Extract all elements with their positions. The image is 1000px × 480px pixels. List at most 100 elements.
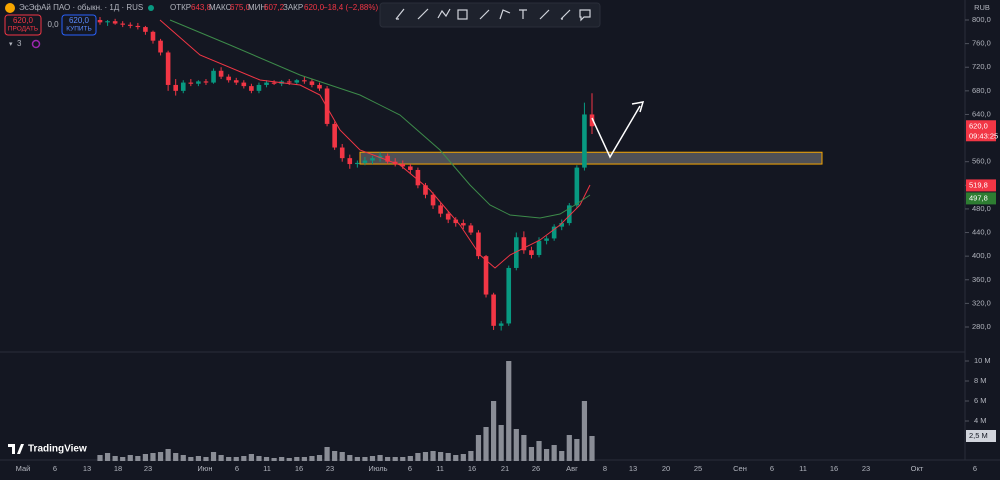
x-tick-label: 23 <box>862 464 870 473</box>
tool-brush[interactable] <box>479 9 490 20</box>
buy-label[interactable]: КУПИТЬ <box>66 26 92 33</box>
volume-bar <box>271 458 277 461</box>
candle-body <box>271 82 277 84</box>
volume-bar <box>589 436 595 461</box>
volume-bar <box>256 456 262 461</box>
volume-tick-label: 6 M <box>974 396 987 405</box>
tool-fib[interactable] <box>499 9 511 20</box>
x-tick-label: 13 <box>629 464 637 473</box>
low-label: МИН <box>248 3 266 12</box>
tool-path[interactable] <box>437 8 451 19</box>
volume-bar <box>445 453 451 461</box>
candle-body <box>339 147 345 159</box>
x-tick-label: 16 <box>830 464 838 473</box>
candle-body <box>491 294 496 326</box>
volume-bar <box>528 447 535 461</box>
volume-bar <box>362 457 368 461</box>
volume-bar <box>165 449 171 461</box>
ohlc: ОТКР 643,8 МАКС 675,0 МИН 607,2 ЗАКР 620… <box>170 3 378 12</box>
indicators-count[interactable]: 3 <box>17 39 22 48</box>
buy-price[interactable]: 620,0 <box>69 16 90 25</box>
y-tick-label: 560,0 <box>972 157 991 166</box>
candle-body <box>370 158 375 161</box>
candle-body <box>566 205 572 224</box>
volume-bar <box>491 401 497 461</box>
volume-bar <box>233 457 239 461</box>
candle-body <box>97 20 103 23</box>
volume-label: 2,5 M <box>969 431 988 440</box>
y-tick-label: 640,0 <box>972 109 991 118</box>
x-tick-label: 6 <box>770 464 774 473</box>
candle-body <box>256 84 262 91</box>
tool-comment[interactable] <box>579 9 591 22</box>
candle-body <box>438 205 443 214</box>
candle-body <box>233 80 239 83</box>
currency: RUB <box>974 3 990 12</box>
volume-bar <box>559 451 565 461</box>
x-tick-label: 23 <box>326 464 334 473</box>
candle-body <box>180 82 186 91</box>
close-label: ЗАКР <box>283 3 303 12</box>
candle-body <box>574 167 580 206</box>
volume-bar <box>173 453 179 461</box>
candle-body <box>400 164 406 167</box>
ema-fast-line <box>159 19 591 269</box>
volume-bar <box>347 455 353 461</box>
y-tick-label: 360,0 <box>972 275 991 284</box>
x-tick-label: 21 <box>501 464 509 473</box>
candle-body <box>408 166 413 170</box>
volume-bar <box>543 449 550 461</box>
price-label-box <box>966 120 996 142</box>
high: 675,0 <box>230 3 251 12</box>
sell-button[interactable] <box>4 14 42 36</box>
tool-line[interactable] <box>395 8 405 20</box>
volume-bar <box>294 457 300 461</box>
candle-body <box>332 123 337 148</box>
candle-body <box>302 80 307 82</box>
buy-button[interactable] <box>61 14 97 36</box>
tool-measure[interactable] <box>539 9 550 20</box>
volume-bar <box>581 401 588 461</box>
ema-slow-line <box>169 19 591 219</box>
volume-bar <box>400 457 406 461</box>
candle-body <box>582 114 587 168</box>
candle-body <box>135 25 141 28</box>
tool-text[interactable] <box>519 9 527 19</box>
tool-ray[interactable] <box>417 8 429 20</box>
volume-bar <box>210 452 217 461</box>
sell-price[interactable]: 620,0 <box>13 16 34 25</box>
volume-bar <box>332 451 338 461</box>
indicator-icon[interactable] <box>31 39 41 49</box>
tool-pencil[interactable] <box>560 9 571 20</box>
candle-body <box>589 114 595 127</box>
logo <box>5 3 15 13</box>
toolbar-icons[interactable] <box>395 8 591 22</box>
volume-bar <box>574 439 580 461</box>
y-tick-label: 680,0 <box>972 86 991 95</box>
candle-body <box>468 225 474 233</box>
x-tick-label: 23 <box>144 464 152 473</box>
volume-bar <box>438 452 444 461</box>
volume-label-box <box>966 430 996 442</box>
volume-bar <box>536 441 542 461</box>
x-tick-label: Июль <box>368 464 387 473</box>
volume-bar <box>415 453 421 461</box>
candle-body <box>173 84 178 91</box>
sell-label[interactable]: ПРОДАТЬ <box>8 26 38 33</box>
volume-bar <box>475 435 482 461</box>
volume-bar <box>551 445 557 461</box>
y-tick-label: 480,0 <box>972 204 991 213</box>
candle-body <box>196 81 201 84</box>
ema-slow-label-box <box>966 192 996 205</box>
volume-bar <box>377 455 383 461</box>
x-tick-label: 11 <box>799 464 807 473</box>
volume-bar <box>392 457 398 461</box>
x-tick-label: 13 <box>83 464 91 473</box>
candle-body <box>483 256 489 295</box>
chevron[interactable]: ▾ <box>9 41 13 48</box>
volume-bar <box>483 427 489 461</box>
volume-bar <box>407 456 413 461</box>
tool-rect[interactable] <box>457 9 468 20</box>
zone <box>359 151 823 165</box>
